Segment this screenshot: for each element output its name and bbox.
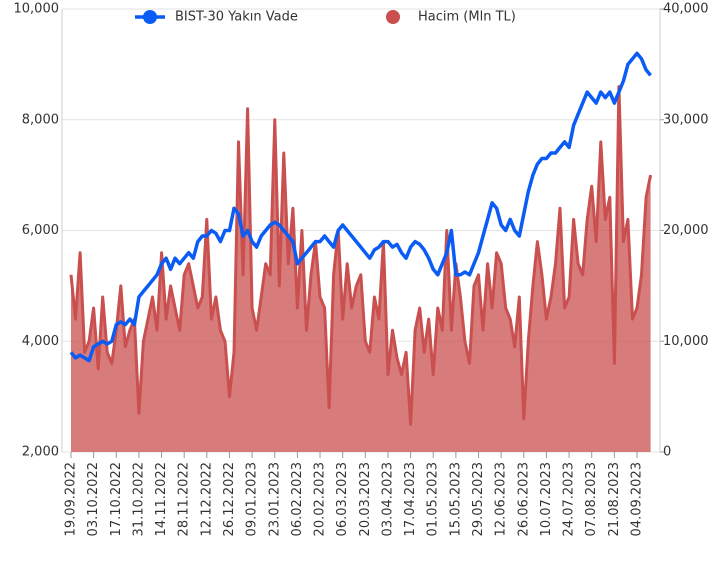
x-tick-label: 09.01.2023 bbox=[245, 462, 260, 536]
x-tick-label: 01.05.2023 bbox=[426, 462, 441, 536]
x-tick-label: 21.08.2023 bbox=[607, 462, 622, 536]
y-tick-label: 4,000 bbox=[22, 334, 59, 349]
volume-line bbox=[69, 85, 653, 426]
x-tick-label: 06.02.2023 bbox=[290, 462, 305, 536]
x-tick-label: 24.07.2023 bbox=[562, 462, 577, 536]
legend-marker bbox=[143, 10, 157, 24]
x-tick-label: 20.02.2023 bbox=[313, 462, 328, 536]
x-tick-label: 12.12.2022 bbox=[199, 462, 214, 536]
x-tick-label: 31.10.2022 bbox=[131, 462, 146, 536]
x-tick-label: 20.03.2023 bbox=[358, 462, 373, 536]
x-tick-label: 28.11.2022 bbox=[177, 462, 192, 536]
x-tick-label: 26.06.2023 bbox=[516, 462, 531, 536]
y2-tick-label: 30,000 bbox=[663, 112, 709, 127]
y-tick-label: 10,000 bbox=[14, 2, 60, 17]
x-tick-label: 23.01.2023 bbox=[267, 462, 282, 536]
x-tick-label: 03.04.2023 bbox=[380, 462, 395, 536]
x-tick-label: 17.10.2022 bbox=[109, 462, 124, 536]
y2-tick-label: 10,000 bbox=[663, 334, 709, 349]
y2-tick-label: 40,000 bbox=[663, 2, 709, 17]
volume-area bbox=[71, 86, 651, 452]
x-tick-label: 07.08.2023 bbox=[584, 462, 599, 536]
x-tick-label: 29.05.2023 bbox=[471, 462, 486, 536]
y-tick-label: 2,000 bbox=[22, 445, 59, 460]
y2-tick-label: 20,000 bbox=[663, 223, 709, 238]
index-line bbox=[69, 51, 652, 363]
y2-tick-label: 0 bbox=[663, 445, 671, 460]
x-tick-label: 15.05.2023 bbox=[448, 462, 463, 536]
y-tick-label: 6,000 bbox=[22, 223, 59, 238]
legend-label: Hacim (Mln TL) bbox=[418, 10, 516, 25]
x-tick-label: 12.06.2023 bbox=[494, 462, 509, 536]
x-tick-label: 19.09.2022 bbox=[64, 462, 79, 536]
x-tick-label: 10.07.2023 bbox=[539, 462, 554, 536]
x-tick-label: 17.04.2023 bbox=[403, 462, 418, 536]
x-tick-label: 14.11.2022 bbox=[154, 462, 169, 536]
x-tick-label: 26.12.2022 bbox=[222, 462, 237, 536]
x-tick-label: 04.09.2023 bbox=[630, 462, 645, 536]
legend-label: BIST-30 Yakın Vade bbox=[175, 10, 298, 25]
x-tick-label: 03.10.2022 bbox=[86, 462, 101, 536]
x-tick-label: 06.03.2023 bbox=[335, 462, 350, 536]
y-tick-label: 8,000 bbox=[22, 112, 59, 127]
legend-marker bbox=[386, 10, 400, 24]
